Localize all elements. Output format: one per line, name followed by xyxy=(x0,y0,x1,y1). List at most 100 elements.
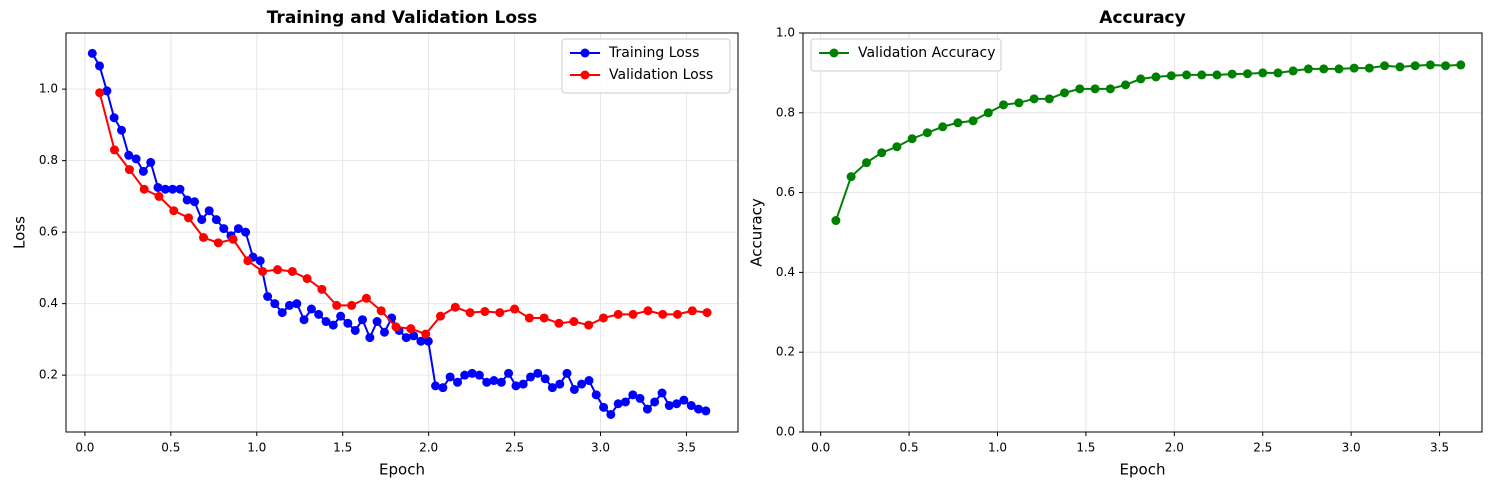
series-line xyxy=(98,92,708,336)
x-tick-label: 3.0 xyxy=(591,441,610,455)
data-point xyxy=(846,172,856,182)
y-tick-label: 0.0 xyxy=(776,425,795,439)
x-tick-label: 3.5 xyxy=(1430,441,1449,455)
x-tick-label: 0.0 xyxy=(75,441,94,455)
data-point xyxy=(1060,88,1070,98)
data-point xyxy=(302,274,312,284)
data-point xyxy=(423,336,433,346)
data-point xyxy=(584,320,594,330)
data-point xyxy=(1090,84,1100,94)
data-point xyxy=(102,86,112,96)
data-point xyxy=(1121,80,1131,90)
data-point xyxy=(314,309,324,319)
data-point xyxy=(861,158,871,168)
data-point xyxy=(317,284,327,294)
data-point xyxy=(1075,84,1085,94)
data-point xyxy=(702,308,712,318)
data-point xyxy=(613,399,623,409)
data-point xyxy=(416,336,426,346)
chart-title: Accuracy xyxy=(1099,8,1185,28)
series-line xyxy=(91,52,707,417)
data-point xyxy=(124,150,134,160)
data-point xyxy=(379,327,389,337)
data-point xyxy=(628,390,638,400)
data-point xyxy=(124,165,134,175)
x-tick-label: 1.5 xyxy=(333,441,352,455)
data-point xyxy=(524,313,534,323)
data-point xyxy=(184,213,194,223)
y-tick-label: 0.6 xyxy=(39,225,58,239)
data-point xyxy=(263,291,273,301)
y-tick-label: 0.2 xyxy=(776,345,795,359)
x-tick-label: 0.5 xyxy=(900,441,919,455)
data-point xyxy=(343,318,353,328)
data-point xyxy=(598,313,608,323)
subplot: Training and Validation Loss 0.0 0.5 1.0 1.5… xyxy=(11,8,739,479)
data-point xyxy=(650,397,660,407)
data-point xyxy=(1227,69,1237,79)
data-point xyxy=(299,315,309,325)
data-point xyxy=(1456,60,1466,70)
axes-frame xyxy=(802,32,1483,433)
legend-marker xyxy=(580,70,590,80)
data-point xyxy=(131,154,141,164)
data-point xyxy=(922,128,932,138)
plot-area xyxy=(831,60,1466,226)
x-tick-label: 1.0 xyxy=(988,441,1007,455)
data-point xyxy=(109,145,119,155)
data-point xyxy=(175,184,185,194)
data-point xyxy=(1014,98,1024,108)
x-tick-label: 3.0 xyxy=(1342,441,1361,455)
data-point xyxy=(453,377,463,387)
data-point xyxy=(569,317,579,327)
data-point xyxy=(1105,84,1115,94)
data-point xyxy=(687,306,697,316)
data-point xyxy=(372,317,382,327)
data-point xyxy=(292,299,302,309)
data-point xyxy=(1029,94,1039,104)
data-point xyxy=(635,393,645,403)
data-point xyxy=(450,302,460,312)
data-point xyxy=(347,300,357,310)
data-point xyxy=(999,100,1009,110)
data-point xyxy=(465,308,475,318)
data-point xyxy=(182,195,192,205)
data-point xyxy=(190,197,200,207)
data-point xyxy=(328,320,338,330)
data-point xyxy=(1364,63,1374,73)
data-point xyxy=(547,383,557,393)
data-point xyxy=(258,266,268,276)
data-point xyxy=(336,311,346,321)
data-point xyxy=(357,315,367,325)
data-point xyxy=(701,406,711,416)
plot-area xyxy=(87,48,712,419)
data-point xyxy=(95,88,105,98)
data-point xyxy=(1182,70,1192,80)
data-point xyxy=(270,299,280,309)
data-point xyxy=(642,404,652,414)
data-point xyxy=(321,317,331,327)
y-axis-label: Loss xyxy=(11,216,29,249)
axes-frame xyxy=(65,32,739,433)
data-point xyxy=(584,376,594,386)
data-point xyxy=(1243,69,1253,79)
x-tick-label: 2.0 xyxy=(419,441,438,455)
data-point xyxy=(511,381,521,391)
data-point xyxy=(460,370,470,380)
data-point xyxy=(577,379,587,389)
data-point xyxy=(569,384,579,394)
data-point xyxy=(620,397,630,407)
chart-title: Training and Validation Loss xyxy=(267,8,538,28)
y-tick-label: 0.2 xyxy=(39,368,58,382)
data-point xyxy=(518,379,528,389)
data-point xyxy=(243,256,253,266)
data-point xyxy=(1303,64,1313,74)
data-point xyxy=(213,238,223,248)
legend-label: Training Loss xyxy=(608,45,699,61)
data-point xyxy=(435,311,445,321)
data-point xyxy=(672,399,682,409)
data-point xyxy=(643,306,653,316)
data-point xyxy=(87,48,97,58)
data-point xyxy=(1441,61,1451,71)
data-point xyxy=(831,216,841,226)
